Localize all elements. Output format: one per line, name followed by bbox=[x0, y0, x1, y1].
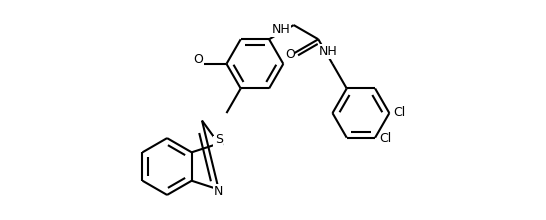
Text: S: S bbox=[215, 137, 223, 150]
Text: NH: NH bbox=[272, 23, 291, 36]
Text: N: N bbox=[214, 185, 223, 198]
Text: Cl: Cl bbox=[379, 132, 391, 145]
Text: O: O bbox=[285, 48, 295, 61]
Text: N: N bbox=[214, 185, 223, 198]
Text: NH: NH bbox=[318, 45, 337, 58]
Text: O: O bbox=[193, 53, 203, 66]
Text: Cl: Cl bbox=[393, 106, 405, 119]
Text: S: S bbox=[215, 133, 223, 146]
